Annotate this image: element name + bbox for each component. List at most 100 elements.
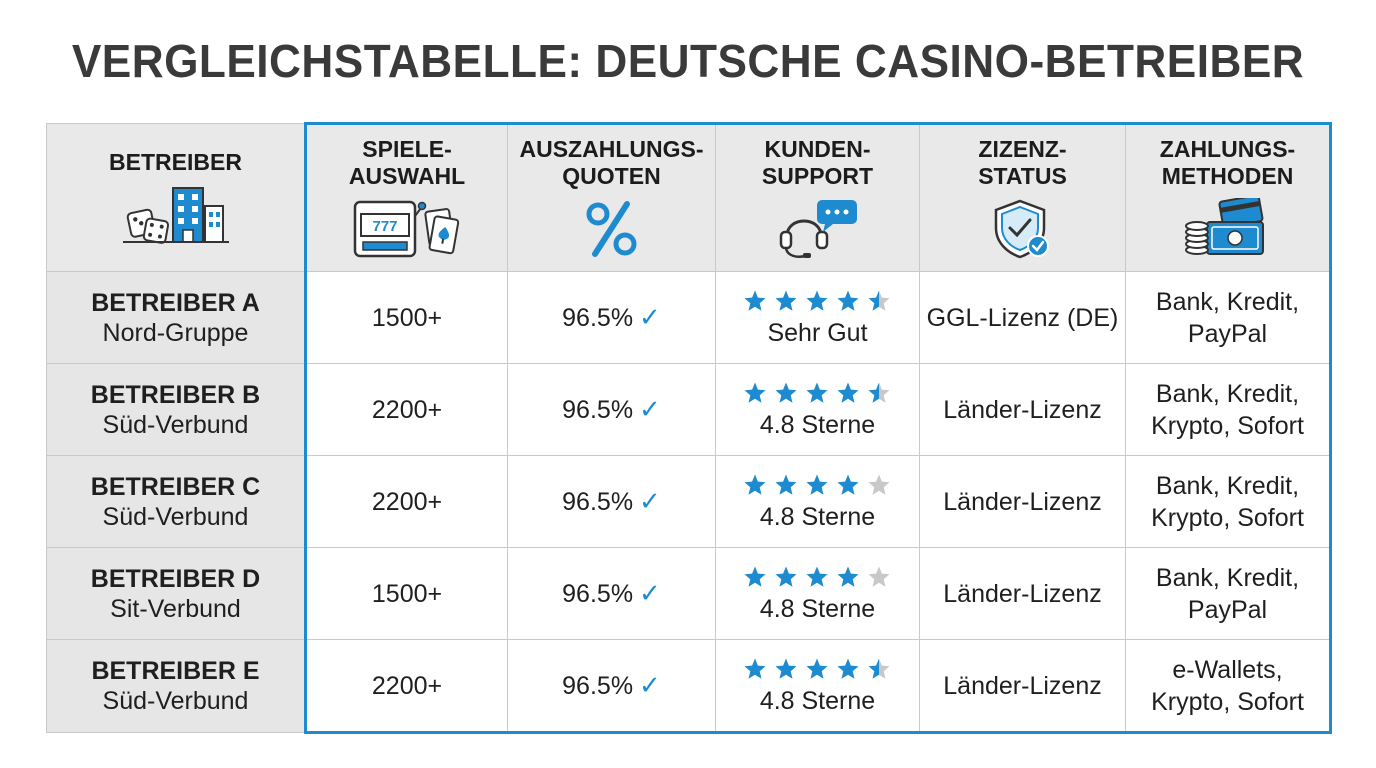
star-rating [716,287,919,315]
payment-line: Krypto, Sofort [1151,503,1304,532]
headset-chat-icon [716,198,919,260]
dice-building-icon [47,184,304,246]
header-label-support: KUNDEN- SUPPORT [761,136,874,189]
star-empty-icon [868,474,889,495]
support-cell: Sehr Gut [715,271,920,364]
table-row: BETREIBER D Sit-Verbund 1500+ 96.5% ✓ 4.8… [46,547,1332,640]
star-rating [716,379,919,407]
slot-machine-cards-icon: 777 [307,198,507,260]
star-full-icon [806,474,827,495]
operator-name: BETREIBER D [90,564,261,593]
payout-cell: 96.5% ✓ [507,455,716,548]
header-label-auszahlung: AUSZAHLUNGS- QUOTEN [519,136,704,189]
star-empty-icon [868,566,889,587]
star-half-icon [868,290,889,311]
payment-line: Bank, Kredit, [1155,471,1300,500]
operator-cell: BETREIBER D Sit-Verbund [46,547,306,640]
rating-text: 4.8 Sterne [759,594,876,623]
star-rating [716,471,919,499]
star-full-icon [775,474,796,495]
payout-cell: 96.5% ✓ [507,547,716,640]
operator-cell: BETREIBER B Süd-Verbund [46,363,306,456]
license-cell: Länder-Lizenz [919,639,1126,734]
payout-value: 96.5% [562,672,634,700]
header-row: BETREIBER [46,122,1332,272]
star-rating-svg [744,290,889,311]
payment-line: PayPal [1187,319,1268,348]
star-full-icon [837,382,858,403]
operator-cell: BETREIBER C Süd-Verbund [46,455,306,548]
svg-text:777: 777 [372,218,397,235]
checkmark-icon: ✓ [639,486,661,516]
games-cell: 1500+ [304,547,508,640]
star-full-icon [837,658,858,679]
header-zahlung: ZAHLUNGS- METHODEN [1125,122,1332,272]
payout-cell: 96.5% ✓ [507,271,716,364]
star-full-icon [806,290,827,311]
payout-value: 96.5% [562,304,634,332]
table-row: BETREIBER C Süd-Verbund 2200+ 96.5% ✓ 4.8… [46,455,1332,548]
operator-name: BETREIBER A [91,288,260,317]
rating-text: 4.8 Sterne [759,502,876,531]
payment-line: Bank, Kredit, [1155,379,1300,408]
star-full-icon [806,658,827,679]
header-label-betreiber: BETREIBER [109,149,242,175]
header-support: KUNDEN- SUPPORT [715,122,920,272]
star-rating-svg [744,658,889,679]
rating-text: Sehr Gut [767,318,868,347]
payments-cell: Bank, Kredit, PayPal [1125,271,1332,364]
license-cell: GGL-Lizenz (DE) [919,271,1126,364]
support-cell: 4.8 Sterne [715,547,920,640]
payout-cell: 96.5% ✓ [507,363,716,456]
shield-check-icon [920,198,1125,260]
header-label-zahlung: ZAHLUNGS- METHODEN [1159,136,1296,189]
games-cell: 2200+ [304,455,508,548]
payments-cell: Bank, Kredit, Krypto, Sofort [1125,455,1332,548]
table-row: BETREIBER E Süd-Verbund 2200+ 96.5% ✓ 4.8… [46,639,1332,734]
support-cell: 4.8 Sterne [715,639,920,734]
payout-value: 96.5% [562,580,634,608]
star-full-icon [775,566,796,587]
checkmark-icon: ✓ [639,578,661,608]
operator-group: Süd-Verbund [102,502,249,531]
operator-name: BETREIBER E [91,657,260,685]
money-coins-card-icon [1126,198,1329,260]
star-rating [716,655,919,683]
games-cell: 2200+ [304,363,508,456]
rating-text: 4.8 Sterne [759,410,876,439]
star-full-icon [744,382,765,403]
checkmark-icon: ✓ [639,302,661,332]
star-half-icon [868,382,889,403]
operator-name: BETREIBER B [90,380,261,409]
operator-cell: BETREIBER E Süd-Verbund [46,639,306,733]
payments-cell: e-Wallets, Krypto, Sofort [1125,639,1332,734]
operator-name: BETREIBER C [90,472,261,501]
header-label-lizenz: ZIZENZ- STATUS [978,136,1067,189]
operator-group: Süd-Verbund [102,687,249,715]
star-full-icon [837,566,858,587]
license-cell: Länder-Lizenz [919,547,1126,640]
header-auszahlung: AUSZAHLUNGS- QUOTEN [507,122,716,272]
star-full-icon [744,474,765,495]
star-full-icon [837,474,858,495]
header-spiele: SPIELE- AUSWAHL 777 [304,122,508,272]
payment-line: e-Wallets, [1172,655,1283,684]
star-full-icon [744,658,765,679]
payment-line: Bank, Kredit, [1155,563,1300,592]
payment-line: PayPal [1187,595,1268,624]
checkmark-icon: ✓ [639,670,661,700]
star-full-icon [775,658,796,679]
games-cell: 1500+ [304,271,508,364]
star-full-icon [775,382,796,403]
payments-cell: Bank, Kredit, Krypto, Sofort [1125,363,1332,456]
payout-value: 96.5% [562,396,634,424]
star-rating-svg [744,566,889,587]
star-rating [716,563,919,591]
payments-cell: Bank, Kredit, PayPal [1125,547,1332,640]
operator-cell: BETREIBER A Nord-Gruppe [46,271,306,364]
checkmark-icon: ✓ [639,394,661,424]
table-row: BETREIBER B Süd-Verbund 2200+ 96.5% ✓ 4.8… [46,363,1332,456]
support-cell: 4.8 Sterne [715,363,920,456]
page-title: VERGLEICHSTABELLE: DEUTSCHE CASINO-BETRE… [71,35,1305,87]
payout-value: 96.5% [562,488,634,516]
